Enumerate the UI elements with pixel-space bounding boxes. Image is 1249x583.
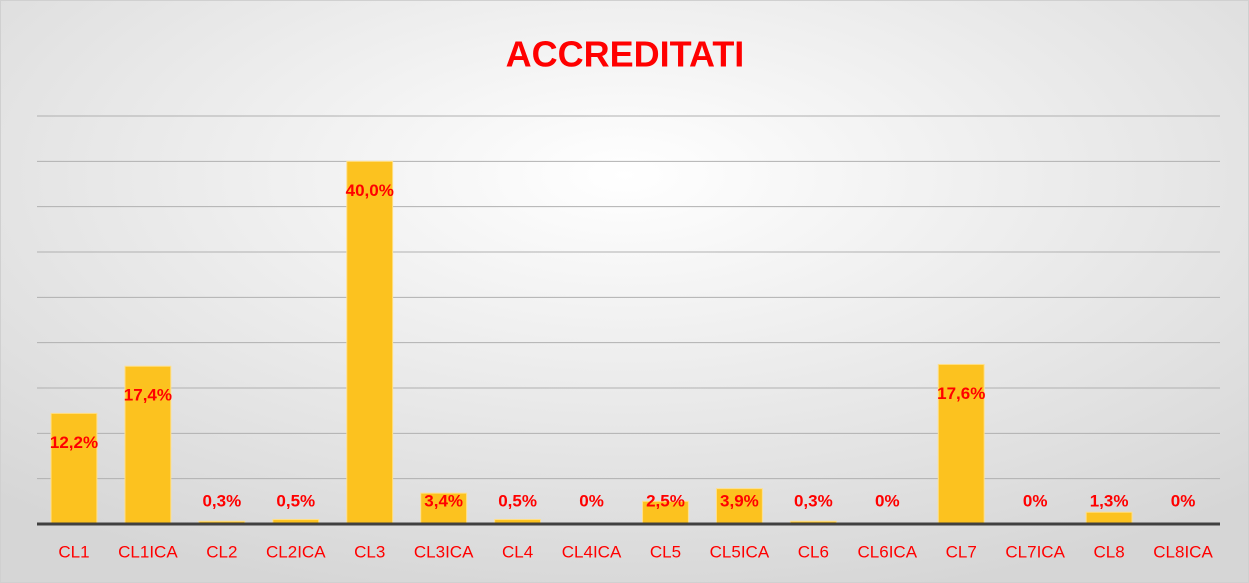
x-tick-label: CL7 xyxy=(946,542,977,561)
x-tick-label: CL8ICA xyxy=(1153,542,1213,561)
data-label: 3,4% xyxy=(424,491,463,510)
data-label: 40,0% xyxy=(346,181,394,200)
data-label: 2,5% xyxy=(646,491,685,510)
x-tick-label: CL8 xyxy=(1094,542,1125,561)
bar xyxy=(50,412,98,525)
x-tick-label: CL3ICA xyxy=(414,542,474,561)
x-tick-label: CL3 xyxy=(354,542,385,561)
data-label: 0,3% xyxy=(794,491,833,510)
data-label: 0% xyxy=(579,491,604,510)
x-tick-label: CL7ICA xyxy=(1005,542,1065,561)
data-label: 17,6% xyxy=(937,384,985,403)
data-label: 0% xyxy=(875,491,900,510)
data-label: 1,3% xyxy=(1090,491,1129,510)
data-label: 0,5% xyxy=(276,491,315,510)
data-label: 17,4% xyxy=(124,386,172,405)
bar xyxy=(124,365,172,525)
x-tick-label: CL4 xyxy=(502,542,533,561)
x-tick-label: CL1ICA xyxy=(118,542,178,561)
data-label: 12,2% xyxy=(50,433,98,452)
x-tick-label: CL4ICA xyxy=(562,542,622,561)
x-tick-label: CL5ICA xyxy=(710,542,770,561)
data-label: 3,9% xyxy=(720,491,759,510)
data-label: 0,5% xyxy=(498,491,537,510)
bar xyxy=(715,488,763,525)
x-tick-label: CL5 xyxy=(650,542,681,561)
x-tick-label: CL6 xyxy=(798,542,829,561)
data-label: 0% xyxy=(1171,491,1196,510)
chart-title: ACCREDITATI xyxy=(506,34,745,75)
bar xyxy=(937,363,985,525)
x-tick-label: CL2 xyxy=(206,542,237,561)
data-label: 0% xyxy=(1023,491,1048,510)
bar xyxy=(346,160,394,525)
bar xyxy=(1085,511,1133,525)
x-tick-label: CL6ICA xyxy=(858,542,918,561)
x-tick-label: CL1 xyxy=(58,542,89,561)
data-label: 0,3% xyxy=(202,491,241,510)
x-tick-label: CL2ICA xyxy=(266,542,326,561)
